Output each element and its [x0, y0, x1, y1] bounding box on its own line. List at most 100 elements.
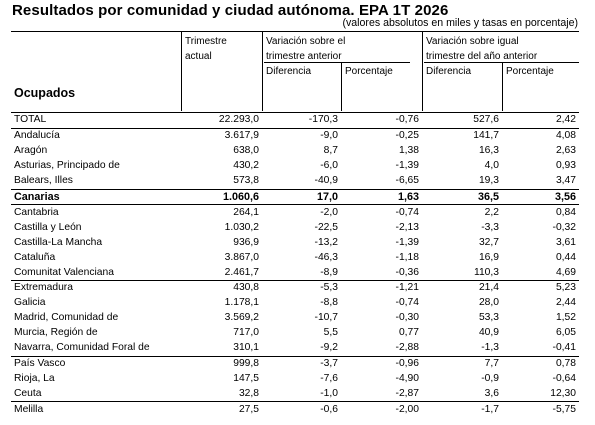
- header-group1-diff: Diferencia: [266, 66, 312, 77]
- table-row: Aragón 638,0 8,7 1,38 16,3 2,63: [11, 144, 579, 159]
- year-diff-cell: 110,3: [422, 265, 502, 281]
- quarter-diff-cell: -7,6: [320, 372, 338, 384]
- quarter-diff-cell: -2,0: [320, 206, 338, 218]
- year-diff-cell: 7,7: [484, 357, 499, 369]
- year-diff-cell: 16,9: [478, 251, 499, 263]
- year-diff-cell: -1,3: [422, 340, 502, 357]
- region-name-cell: Aragón: [14, 145, 48, 157]
- year-pct-cell: 3,56: [502, 189, 579, 206]
- quarter-diff-cell: -9,0: [320, 130, 338, 142]
- year-diff-cell: 53,3: [478, 312, 499, 324]
- region-name-cell: Rioja, La: [14, 372, 55, 384]
- year-pct-cell: 1,52: [555, 312, 576, 324]
- table-header: Trimestre actual Variación sobre el trim…: [11, 31, 579, 111]
- year-diff-cell: -1,7: [481, 403, 499, 415]
- year-diff-cell: 19,3: [422, 173, 502, 190]
- quarter-pct-cell: -2,88: [341, 340, 422, 357]
- quarter-diff-cell: -0,6: [320, 403, 338, 415]
- region-name-cell: Navarra, Comunidad Foral de: [11, 340, 181, 357]
- current-quarter-cell: 3.617,9: [224, 130, 259, 142]
- year-pct-cell: 3,61: [555, 236, 576, 248]
- header-divider-5: [502, 63, 503, 111]
- table-row: Rioja, La 147,5 -7,6 -4,90 -0,9 -0,64: [11, 371, 579, 386]
- table-title: Resultados por comunidad y ciudad autóno…: [12, 2, 449, 19]
- header-divider-2: [262, 31, 263, 111]
- quarter-pct-cell: -0,36: [341, 265, 422, 281]
- quarter-diff-cell: -10,7: [314, 312, 338, 324]
- current-quarter-cell: 936,9: [233, 236, 259, 248]
- table-row: Ceuta 32,8 -1,0 -2,87 3,6 12,30: [11, 386, 579, 403]
- year-diff-cell: 3,6: [422, 386, 502, 403]
- quarter-diff-cell: -3,7: [320, 357, 338, 369]
- quarter-pct-cell: -2,87: [341, 386, 422, 403]
- header-group2-line2: trimestre del año anterior: [426, 51, 538, 62]
- quarter-diff-cell: -8,9: [262, 265, 341, 281]
- year-diff-cell: 16,3: [478, 145, 499, 157]
- header-group1-pct: Porcentaje: [345, 66, 393, 77]
- current-quarter-cell: 2.461,7: [181, 265, 262, 281]
- current-quarter-cell: 430,8: [233, 282, 259, 294]
- current-quarter-cell: 22.293,0: [181, 112, 262, 129]
- current-quarter-cell: 638,0: [233, 145, 259, 157]
- table-row: Murcia, Región de 717,0 5,5 0,77 40,9 6,05: [11, 326, 579, 341]
- year-diff-cell: 40,9: [478, 327, 499, 339]
- quarter-pct-cell: -2,00: [395, 403, 419, 415]
- header-divider-1: [181, 31, 182, 111]
- quarter-pct-cell: -6,65: [341, 173, 422, 190]
- year-pct-cell: 5,23: [555, 282, 576, 294]
- table-row: País Vasco 999,8 -3,7 -0,96 7,7 0,78: [11, 356, 579, 371]
- current-quarter-cell: 3.569,2: [224, 312, 259, 324]
- year-pct-cell: 0,44: [555, 251, 576, 263]
- year-pct-cell: 0,84: [555, 206, 576, 218]
- header-divider-4: [422, 31, 423, 111]
- quarter-diff-cell: 5,5: [323, 327, 338, 339]
- year-diff-cell: -3,3: [481, 221, 499, 233]
- quarter-pct-cell: -1,18: [395, 251, 419, 263]
- region-name-cell: Cantabria: [14, 206, 59, 218]
- header-divider-3: [341, 63, 342, 111]
- year-pct-cell: 2,63: [555, 145, 576, 157]
- current-quarter-cell: 147,5: [233, 372, 259, 384]
- current-quarter-cell: 999,8: [233, 357, 259, 369]
- year-pct-cell: 2,42: [502, 112, 579, 129]
- header-actual-line1: Trimestre: [185, 36, 227, 47]
- quarter-diff-cell: -46,3: [314, 251, 338, 263]
- quarter-diff-cell: -170,3: [262, 112, 341, 129]
- table-row: Melilla 27,5 -0,6 -2,00 -1,7 -5,75: [11, 402, 579, 417]
- region-name-cell: Balears, Illes: [11, 173, 181, 190]
- quarter-diff-cell: -22,5: [314, 221, 338, 233]
- quarter-pct-cell: -2,13: [395, 221, 419, 233]
- year-pct-cell: -5,75: [552, 403, 576, 415]
- year-pct-cell: -0,41: [502, 340, 579, 357]
- section-heading: Ocupados: [14, 86, 76, 100]
- quarter-diff-cell: -9,2: [262, 340, 341, 357]
- quarter-pct-cell: 1,38: [398, 145, 419, 157]
- current-quarter-cell: 264,1: [233, 206, 259, 218]
- year-diff-cell: 4,0: [484, 160, 499, 172]
- year-pct-cell: 0,78: [555, 357, 576, 369]
- region-name-cell: Castilla-La Mancha: [14, 236, 103, 248]
- quarter-diff-cell: 17,0: [262, 189, 341, 206]
- quarter-diff-cell: -5,3: [320, 282, 338, 294]
- quarter-pct-cell: 0,77: [398, 327, 419, 339]
- year-diff-cell: -0,9: [481, 372, 499, 384]
- region-name-cell: TOTAL: [11, 112, 181, 129]
- quarter-pct-cell: -0,74: [395, 206, 419, 218]
- year-pct-cell: 12,30: [502, 386, 579, 403]
- header-group2-pct: Porcentaje: [506, 66, 554, 77]
- region-name-cell: País Vasco: [14, 357, 66, 369]
- region-name-cell: Andalucía: [14, 130, 60, 142]
- table-row: Andalucía 3.617,9 -9,0 -0,25 141,7 4,08: [11, 128, 579, 143]
- year-diff-cell: 2,2: [484, 206, 499, 218]
- year-pct-cell: -0,32: [552, 221, 576, 233]
- year-pct-cell: 3,47: [502, 173, 579, 190]
- quarter-diff-cell: -8,8: [320, 297, 338, 309]
- region-name-cell: Extremadura: [14, 282, 73, 294]
- quarter-pct-cell: -0,96: [395, 357, 419, 369]
- data-table: TOTAL 22.293,0 -170,3 -0,76 527,6 2,42 Andaluc…: [11, 112, 579, 417]
- quarter-pct-cell: -4,90: [395, 372, 419, 384]
- current-quarter-cell: 1.030,2: [224, 221, 259, 233]
- region-name-cell: Melilla: [14, 403, 44, 415]
- header-group1-line2: trimestre anterior: [266, 51, 342, 62]
- quarter-pct-cell: 1,63: [341, 189, 422, 206]
